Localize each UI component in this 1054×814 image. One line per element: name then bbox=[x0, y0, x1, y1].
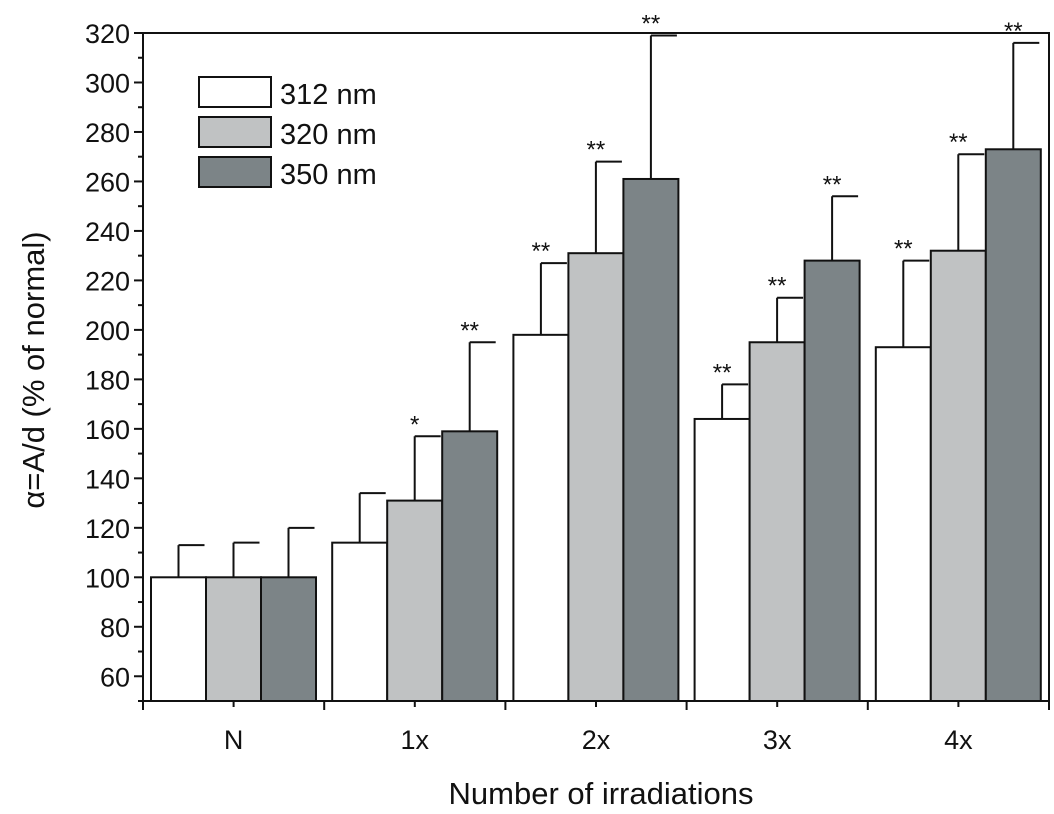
bar-3x-312nm bbox=[693, 417, 751, 702]
y-tick-label: 140 bbox=[85, 464, 130, 494]
significance-layer: ********************* bbox=[410, 10, 1023, 438]
significance-label: ** bbox=[768, 273, 787, 300]
significance-label: ** bbox=[532, 238, 551, 265]
significance-label: ** bbox=[460, 317, 479, 344]
x-axis-title: Number of irradiations bbox=[449, 776, 754, 811]
bar-1x-312nm bbox=[331, 541, 389, 702]
significance-label: ** bbox=[823, 171, 842, 198]
legend-label-320nm: 320 nm bbox=[280, 119, 377, 151]
significance-label: ** bbox=[587, 137, 606, 164]
bar-2x-320nm bbox=[567, 252, 625, 702]
y-tick-label: 220 bbox=[85, 266, 130, 296]
significance-label: ** bbox=[894, 236, 913, 263]
y-tick-label: 80 bbox=[100, 613, 130, 643]
significance-label: ** bbox=[642, 10, 661, 37]
legend-label-312nm: 312 nm bbox=[280, 79, 377, 111]
legend-swatch-312nm bbox=[198, 76, 272, 108]
significance-label: ** bbox=[949, 129, 968, 156]
x-tick-label-4x: 4x bbox=[944, 725, 973, 755]
y-tick-label: 200 bbox=[85, 316, 130, 346]
bar-1x-350nm bbox=[441, 430, 499, 702]
x-tick-label-1x: 1x bbox=[401, 725, 430, 755]
bar-4x-312nm bbox=[874, 346, 932, 702]
bar-2x-350nm bbox=[622, 177, 680, 702]
y-tick-label: 160 bbox=[85, 415, 130, 445]
bar-N-350nm bbox=[260, 576, 317, 703]
y-axis-title: α=A/d (% of normal) bbox=[16, 231, 51, 508]
y-tick-label: 180 bbox=[85, 365, 130, 395]
bar-1x-320nm bbox=[386, 499, 444, 702]
y-tick-label: 300 bbox=[85, 68, 130, 98]
bar-N-320nm bbox=[205, 576, 262, 703]
significance-label: ** bbox=[713, 359, 732, 386]
x-tick-label-3x: 3x bbox=[763, 725, 792, 755]
y-tick-label: 120 bbox=[85, 514, 130, 544]
legend: 312 nm 320 nm 350 nm bbox=[198, 76, 377, 191]
bar-N-312nm bbox=[150, 576, 207, 703]
y-tick-label: 260 bbox=[85, 167, 130, 197]
significance-label: * bbox=[410, 411, 419, 438]
x-tick-label-2x: 2x bbox=[582, 725, 611, 755]
bar-4x-350nm bbox=[984, 148, 1042, 702]
bar-4x-320nm bbox=[929, 249, 987, 703]
bar-3x-320nm bbox=[748, 341, 806, 702]
x-tick-label-N: N bbox=[224, 725, 244, 755]
bars-layer bbox=[150, 148, 1042, 703]
y-tick-label: 60 bbox=[100, 662, 130, 692]
error-bars-layer bbox=[177, 34, 1040, 578]
legend-swatch-350nm bbox=[198, 156, 272, 188]
legend-label-350nm: 350 nm bbox=[280, 159, 377, 191]
y-tick-label: 100 bbox=[85, 563, 130, 593]
axes-layer: 60 80 100 120 140 160 180 200 220 240 260 280 300 320… bbox=[85, 19, 1050, 755]
bar-2x-312nm bbox=[512, 333, 570, 702]
bar-3x-350nm bbox=[803, 259, 861, 702]
legend-swatch-320nm bbox=[198, 116, 272, 148]
y-tick-label: 320 bbox=[85, 19, 130, 49]
y-tick-label: 240 bbox=[85, 217, 130, 247]
significance-label: ** bbox=[1004, 18, 1023, 45]
y-tick-label: 280 bbox=[85, 118, 130, 148]
